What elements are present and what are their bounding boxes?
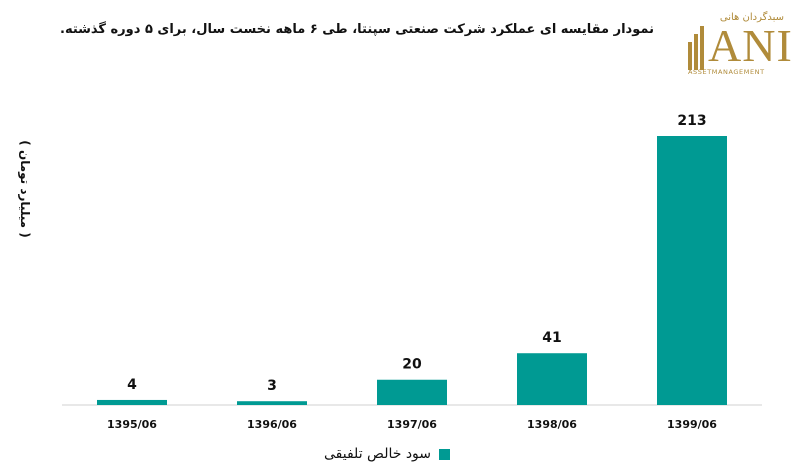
chart-title: نمودار مقایسه ای عملکرد شرکت صنعتی سپنتا… — [60, 22, 654, 37]
bar — [237, 401, 307, 405]
logo-building-icon — [688, 26, 704, 70]
logo-subtitle: ASSETMANAGEMENT — [688, 68, 765, 76]
x-tick-label: 1398/06 — [527, 418, 577, 431]
bar — [657, 136, 727, 405]
bar — [517, 353, 587, 405]
data-label: 3 — [267, 378, 277, 394]
bar — [97, 399, 167, 405]
logo-mark-text: ANI — [708, 20, 793, 71]
logo-persian-text: سبدگردان هانی — [719, 12, 784, 23]
x-tick-label: 1399/06 — [667, 418, 717, 431]
data-label: 213 — [677, 113, 706, 129]
x-tick-label: 1396/06 — [247, 418, 297, 431]
x-tick-label: 1397/06 — [387, 418, 437, 431]
data-label: 41 — [542, 330, 561, 346]
data-label: 20 — [402, 357, 422, 373]
bar — [377, 379, 447, 405]
legend: سود خالص تلفیقی — [324, 444, 451, 464]
data-label: 4 — [127, 377, 137, 393]
legend-label: سود خالص تلفیقی — [324, 446, 432, 462]
legend-swatch — [439, 448, 451, 460]
x-tick-label: 1395/06 — [107, 418, 157, 431]
logo: سبدگردان هانی ANI ASSETMANAGEMENT — [686, 8, 792, 80]
